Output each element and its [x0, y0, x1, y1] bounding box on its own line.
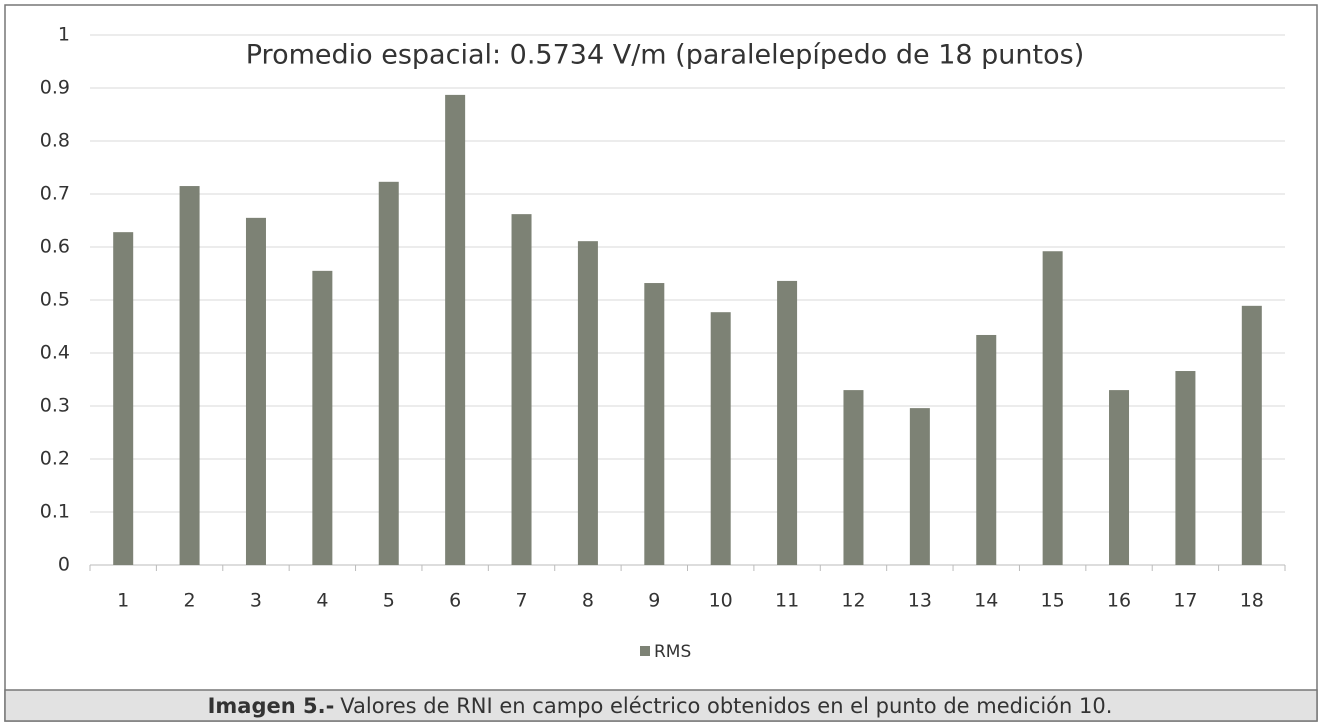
bar	[577, 241, 598, 566]
x-tick-label: 11	[775, 590, 799, 612]
legend-swatch	[640, 646, 650, 656]
bar	[1042, 251, 1063, 566]
bar	[113, 232, 134, 565]
caption-label: Imagen 5.-	[208, 694, 335, 718]
bar	[378, 181, 399, 565]
x-tick-label: 9	[648, 590, 660, 612]
x-tick-label: 7	[515, 590, 527, 612]
chart-title: Promedio espacial: 0.5734 V/m (paralelep…	[246, 40, 1085, 71]
y-tick-label: 0.4	[40, 342, 70, 364]
caption-text: Valores de RNI en campo eléctrico obteni…	[340, 694, 1112, 718]
y-tick-label: 0.2	[40, 448, 70, 470]
x-tick-label: 3	[250, 590, 262, 612]
x-tick-label: 5	[383, 590, 395, 612]
x-tick-label: 1	[117, 590, 129, 612]
y-tick-label: 0.5	[40, 289, 70, 311]
bar	[644, 283, 665, 565]
caption-band	[4, 689, 1318, 722]
x-tick-label: 15	[1041, 590, 1065, 612]
bar	[445, 94, 466, 565]
bar	[1175, 371, 1196, 565]
x-tick-label: 2	[184, 590, 196, 612]
bar	[843, 390, 864, 565]
x-tick-label: 6	[449, 590, 461, 612]
bar	[1109, 390, 1130, 565]
y-tick-label: 0.7	[40, 183, 70, 205]
y-tick-label: 0.6	[40, 236, 70, 258]
bar	[179, 186, 200, 566]
y-tick-label: 1	[58, 24, 70, 46]
caption: Imagen 5.- Valores de RNI en campo eléctr…	[208, 694, 1113, 718]
bar	[511, 214, 532, 565]
x-tick-label: 4	[316, 590, 328, 612]
bar	[909, 408, 930, 565]
x-tick-label: 10	[709, 590, 733, 612]
legend-label: RMS	[654, 642, 691, 662]
bar	[777, 280, 798, 565]
bar	[710, 312, 731, 565]
y-tick-label: 0	[58, 554, 70, 576]
y-tick-label: 0.8	[40, 130, 70, 152]
x-tick-label: 17	[1173, 590, 1197, 612]
x-tick-label: 12	[841, 590, 865, 612]
y-tick-label: 0.9	[40, 77, 70, 99]
bar	[245, 217, 266, 565]
x-tick-label: 14	[974, 590, 998, 612]
y-tick-label: 0.1	[40, 501, 70, 523]
x-tick-label: 18	[1240, 590, 1264, 612]
y-tick-label: 0.3	[40, 395, 70, 417]
x-tick-label: 8	[582, 590, 594, 612]
x-tick-label: 13	[908, 590, 932, 612]
bar	[1241, 305, 1262, 565]
bar	[312, 270, 333, 565]
bar	[976, 334, 997, 565]
x-tick-label: 16	[1107, 590, 1131, 612]
